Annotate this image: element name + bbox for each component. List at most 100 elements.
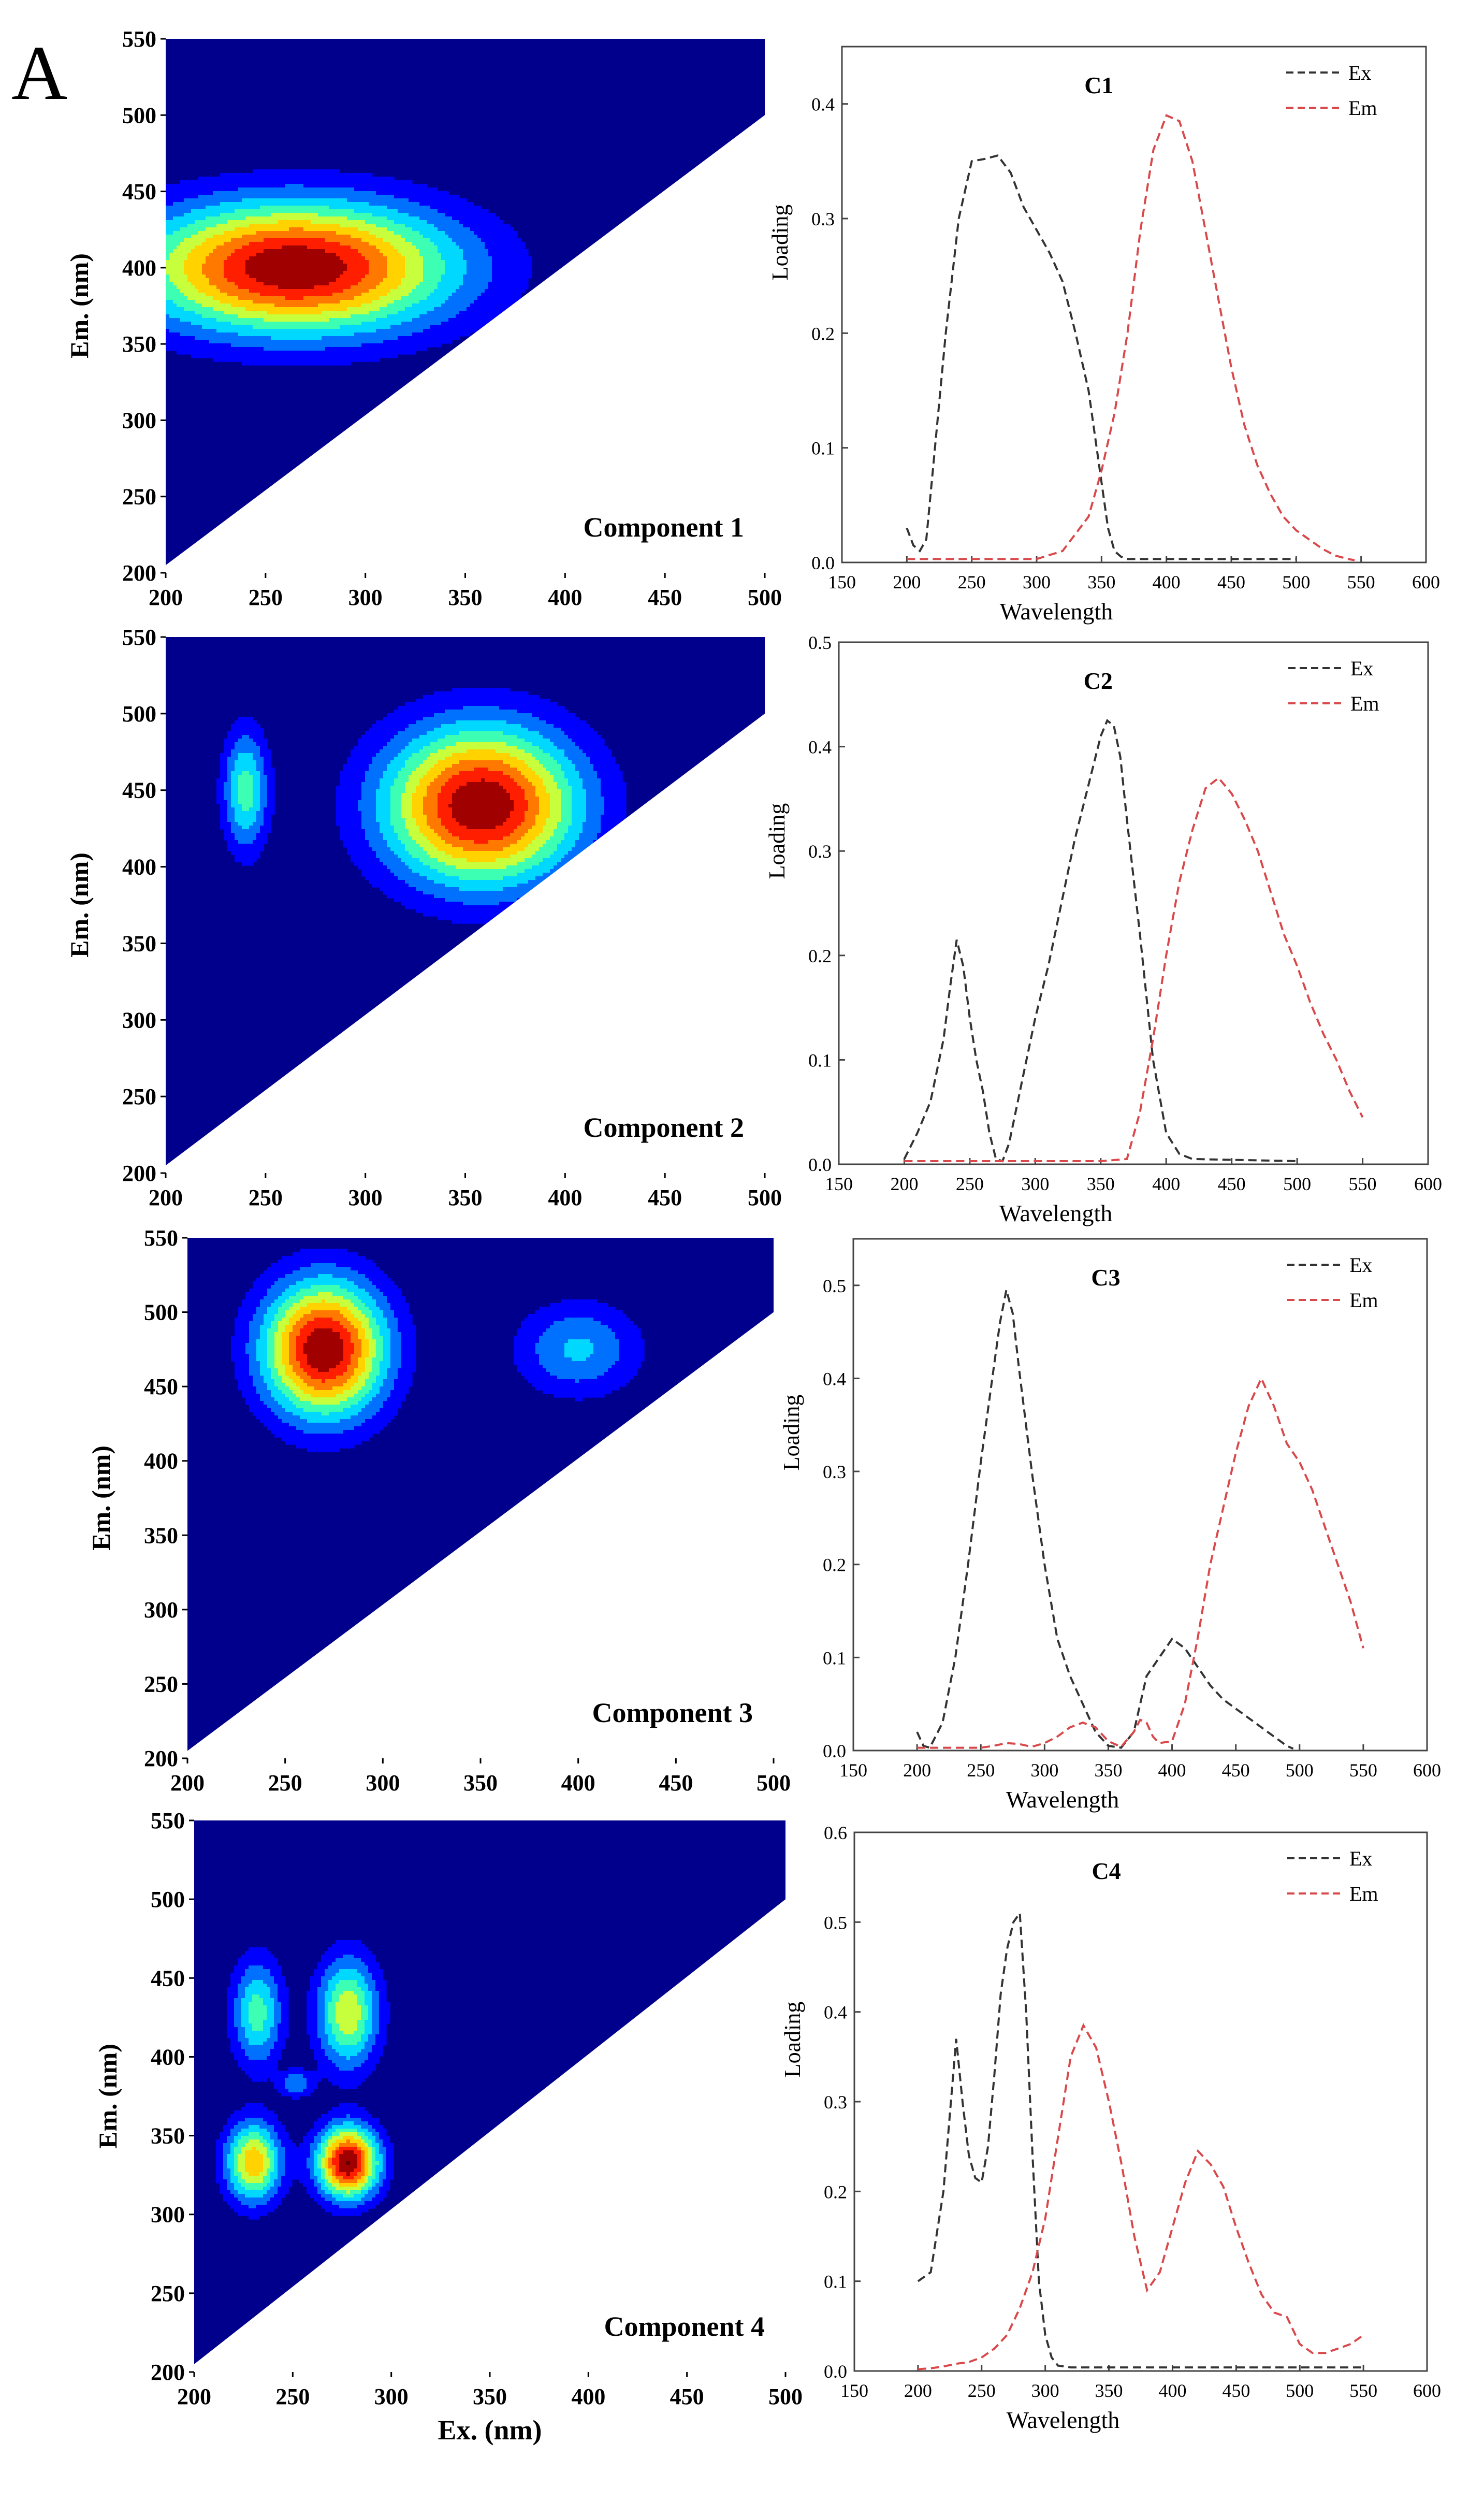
plot-frame [853, 1831, 1428, 2372]
y-tick-label: 500 [122, 103, 156, 128]
x-tick-label: 450 [670, 2384, 704, 2409]
contour-plot-area [166, 39, 765, 573]
y-tick-label: 350 [144, 1523, 178, 1548]
x-tick-label: 500 [756, 1770, 791, 1796]
invalid-region [187, 1312, 774, 1758]
x-tick-label: 300 [348, 1185, 383, 1210]
y-tick-label: 0.4 [808, 737, 832, 758]
x-tick-label: 350 [473, 2384, 507, 2409]
x-tick-label: 300 [366, 1770, 400, 1796]
y-tick-label: 450 [122, 778, 156, 803]
x-tick-label: 400 [548, 1185, 582, 1210]
x-tick-label: 350 [1087, 1174, 1115, 1194]
legend-label-ex: Ex [1349, 1253, 1372, 1277]
legend-label-em: Em [1350, 692, 1379, 715]
y-tick-label: 0.3 [823, 1462, 846, 1482]
x-tick-label: 200 [177, 2384, 211, 2409]
legend-label-em: Em [1349, 1882, 1378, 1905]
y-tick-label: 550 [144, 1225, 178, 1251]
x-tick-label: 350 [463, 1770, 498, 1796]
x-tick-label: 150 [839, 1760, 867, 1781]
x-tick-label: 350 [1087, 572, 1115, 592]
x-tick-label: 500 [1286, 2380, 1314, 2401]
y-tick-label: 350 [122, 931, 156, 956]
y-tick-label: 0.6 [824, 1823, 847, 1843]
y-tick-label: 400 [151, 2044, 185, 2070]
x-tick-label: 200 [170, 1770, 205, 1796]
eem-map-3: 200 250 300 350 400 450 500 200 250 300 350 400 450 5… [86, 1225, 791, 1796]
x-tick-label: 400 [561, 1770, 595, 1796]
y-tick-label: 500 [122, 701, 156, 727]
y-tick-label: 450 [144, 1374, 178, 1399]
y-tick-label: 350 [122, 331, 156, 357]
y-tick-label: 0.1 [808, 1050, 832, 1071]
legend-label-em: Em [1348, 96, 1377, 120]
y-tick-label: 400 [144, 1449, 178, 1474]
x-tick-label: 450 [1222, 2380, 1250, 2401]
component-label: Component 1 [583, 512, 744, 543]
y-tick-label: 0.0 [824, 2361, 847, 2382]
y-tick-label: 0.4 [823, 1368, 846, 1389]
contour-plot-area [194, 1820, 785, 2372]
y-tick-label: 0.1 [823, 1647, 846, 1668]
y-tick-label: 300 [151, 2202, 185, 2228]
component-label: Component 2 [583, 1112, 744, 1143]
eem-map-2: 200 250 300 350 400 450 500 200 250 300 350 400 450 5… [65, 625, 782, 1210]
series-ex-line [906, 154, 1297, 560]
series-ex-line [916, 1290, 1294, 1750]
invalid-region [166, 713, 765, 1173]
y-tick-label: 300 [144, 1597, 178, 1623]
y-tick-label: 400 [122, 255, 156, 281]
x-tick-label: 450 [1222, 1760, 1250, 1781]
chart-title: C3 [1091, 1264, 1120, 1291]
x-axis-label: Wavelength [1006, 1786, 1119, 1813]
y-axis-label: Em. (nm) [86, 1445, 115, 1551]
x-tick-label: 250 [249, 1185, 283, 1210]
x-tick-label: 450 [659, 1770, 693, 1796]
y-tick-label: 500 [151, 1887, 185, 1912]
y-tick-label: 0.1 [811, 438, 835, 459]
y-tick-label: 450 [122, 179, 156, 205]
y-tick-label: 550 [122, 26, 156, 52]
y-tick-label: 300 [122, 1007, 156, 1033]
legend-label-ex: Ex [1348, 61, 1371, 84]
y-axis-label: Loading [767, 205, 793, 281]
x-axis-label: Ex. (nm) [438, 2414, 542, 2446]
x-tick-label: 550 [1347, 572, 1375, 592]
x-tick-label: 350 [448, 1185, 483, 1210]
x-tick-label: 450 [1217, 572, 1245, 592]
y-tick-label: 0.4 [824, 2002, 847, 2023]
y-tick-label: 0.3 [808, 841, 832, 862]
plot-frame [838, 641, 1429, 1165]
x-tick-label: 250 [268, 1770, 302, 1796]
loading-chart-3: 150 200 250 300 350 400 450 500 550 600 0.0 0.1 0.2 0… [779, 1238, 1441, 1813]
plot-frame [852, 1238, 1428, 1752]
x-tick-label: 600 [1414, 1174, 1442, 1194]
contour-plot-area [187, 1238, 774, 1758]
x-tick-label: 300 [1031, 2380, 1059, 2401]
x-axis-label: Wavelength [1007, 2407, 1120, 2433]
x-tick-label: 500 [1283, 1174, 1311, 1194]
y-tick-label: 350 [151, 2123, 185, 2149]
x-tick-label: 400 [548, 585, 582, 610]
y-tick-label: 200 [122, 1161, 156, 1186]
y-tick-label: 0.2 [823, 1555, 846, 1575]
x-axis-label: Wavelength [999, 1200, 1113, 1226]
y-axis-label: Em. (nm) [93, 2044, 122, 2149]
loading-chart-1: 150 200 250 300 350 400 450 500 550 600 0.0 0.1 0.2 0… [767, 46, 1440, 625]
x-tick-label: 250 [275, 2384, 310, 2409]
x-tick-label: 200 [890, 1174, 918, 1194]
y-tick-label: 200 [151, 2360, 185, 2385]
component-label: Component 4 [604, 2311, 765, 2342]
x-tick-label: 300 [374, 2384, 409, 2409]
x-tick-label: 200 [149, 585, 183, 610]
contour-plot-area [166, 637, 765, 1173]
series-ex-line [903, 718, 1298, 1163]
plot-frame [841, 46, 1427, 563]
y-tick-label: 0.0 [808, 1154, 832, 1175]
y-tick-label: 0.5 [824, 1912, 847, 1933]
x-tick-label: 300 [1030, 1760, 1058, 1781]
x-tick-label: 200 [149, 1185, 183, 1210]
y-tick-label: 0.3 [811, 209, 835, 229]
